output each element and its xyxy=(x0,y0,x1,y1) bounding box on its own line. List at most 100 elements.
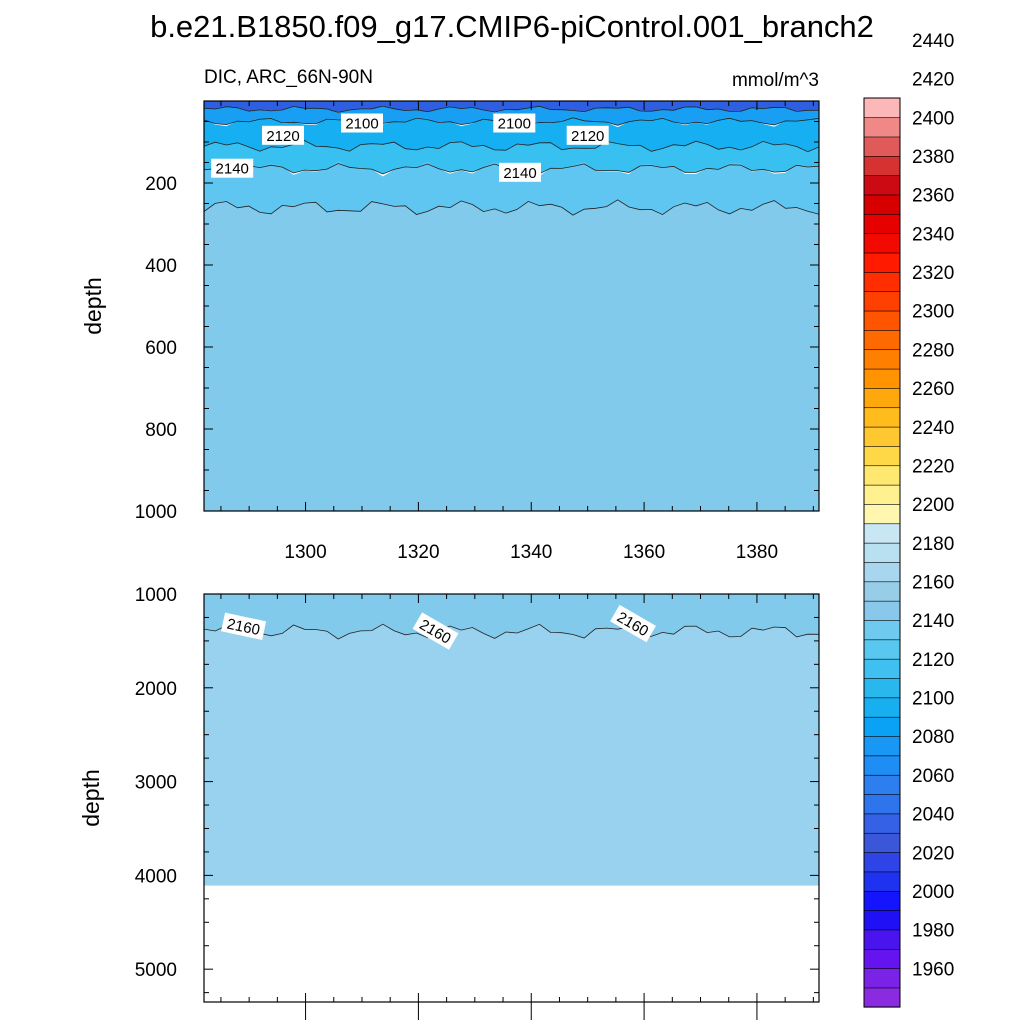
top-y-tick-label: 400 xyxy=(145,256,177,277)
contour-label-text: 2140 xyxy=(216,161,249,178)
bottom-contour-line xyxy=(203,623,820,640)
contour-label-box xyxy=(221,612,267,640)
top-right-string: mmol/m^3 xyxy=(732,70,819,91)
top-fill-region xyxy=(204,199,819,511)
colorbar-swatch xyxy=(863,755,901,776)
colorbar-label: 1960 xyxy=(912,959,954,980)
top-y-tick-label: 1000 xyxy=(135,502,177,523)
contour-label-box xyxy=(211,158,254,178)
bottom-axes: 1000 2000 3000 4000 5000 xyxy=(135,585,819,1020)
colorbar-swatch xyxy=(863,155,901,176)
top-axes: 200 400 600 800 1000 1300 1320 1340 1360 1380 xyxy=(135,100,819,563)
bottom-y-tick-label: 2000 xyxy=(135,679,177,700)
colorbar-label: 2160 xyxy=(912,573,954,594)
colorbar-swatch xyxy=(863,987,901,1008)
contour-label-box xyxy=(610,604,656,643)
colorbar-swatch xyxy=(863,677,901,699)
colorbar-swatch xyxy=(863,465,901,486)
figure-title: b.e21.B1850.f09_g17.CMIP6-piControl.001_… xyxy=(150,9,874,44)
top-y-tick-label: 800 xyxy=(145,420,177,441)
colorbar-swatch xyxy=(863,581,901,602)
contour-label-text: 2100 xyxy=(498,116,531,133)
colorbar-swatch xyxy=(863,407,901,428)
colorbar-swatch xyxy=(863,890,901,911)
colorbar-swatch xyxy=(863,426,901,447)
top-contour-label: 2140 xyxy=(499,162,541,182)
colorbar-label: 2340 xyxy=(912,224,954,245)
colorbar-swatch xyxy=(863,561,901,583)
bottom-y-tick-label: 1000 xyxy=(135,585,177,606)
colorbar-swatch xyxy=(863,813,901,834)
contour-label-box xyxy=(262,125,304,145)
bottom-panel: 2160 2160 2160 1000 2000 3000 4000 5000 depth xyxy=(78,585,820,1020)
colorbar-swatch xyxy=(863,349,901,370)
colorbar-swatch xyxy=(863,735,901,757)
colorbar-swatch xyxy=(863,871,901,892)
bottom-plot-frame xyxy=(203,593,820,1003)
colorbar-swatch xyxy=(863,832,901,853)
top-contour-label: 2100 xyxy=(341,113,383,133)
top-fill-region xyxy=(204,161,819,216)
contour-label-box xyxy=(412,612,459,650)
colorbar-label: 2420 xyxy=(912,70,954,91)
bottom-y-tick-label: 5000 xyxy=(135,960,177,981)
colorbar-label: 2240 xyxy=(912,418,954,439)
top-contour-line xyxy=(203,105,820,113)
colorbar-label: 2060 xyxy=(912,766,954,787)
colorbar-label: 2180 xyxy=(912,534,954,555)
colorbar-swatch xyxy=(863,774,901,795)
colorbar-label: 2120 xyxy=(912,650,954,671)
colorbar-swatch xyxy=(863,387,901,409)
colorbar-swatch xyxy=(863,310,901,331)
colorbar-label: 2440 xyxy=(912,31,954,52)
colorbar-swatch xyxy=(863,329,901,351)
colorbar-swatch xyxy=(863,503,901,525)
colorbar-swatch xyxy=(863,793,901,815)
bottom-fill-layer xyxy=(204,594,819,1002)
colorbar-label: 2000 xyxy=(912,882,954,903)
top-x-tick-label: 1320 xyxy=(397,542,439,563)
colorbar-label: 2040 xyxy=(912,805,954,826)
contour-label-text: 2120 xyxy=(266,128,299,145)
contour-label-box xyxy=(341,113,383,133)
colorbar-label: 2300 xyxy=(912,302,954,323)
contour-label-box xyxy=(493,113,536,133)
colorbar: 1960 1980 2000 2020 2040 2060 2080 2100 2120 2140… xyxy=(863,31,954,1008)
colorbar-swatch xyxy=(863,484,901,505)
top-y-axis-label: depth xyxy=(80,277,106,335)
bottom-fill-region xyxy=(204,594,819,639)
top-y-tick-label: 200 xyxy=(145,174,177,195)
colorbar-swatch xyxy=(863,658,901,679)
bottom-fill-region xyxy=(204,623,819,886)
bottom-y-tick-label: 4000 xyxy=(135,866,177,887)
colorbar-swatch xyxy=(863,523,901,544)
colorbar-swatch xyxy=(863,639,901,660)
top-contour-label: 2100 xyxy=(493,113,536,133)
colorbar-swatch xyxy=(863,697,901,718)
contour-label-text: 2120 xyxy=(571,128,604,145)
colorbar-label: 2280 xyxy=(912,340,954,361)
colorbar-swatch xyxy=(863,909,901,931)
top-x-tick-label: 1380 xyxy=(736,542,778,563)
colorbar-swatch xyxy=(863,445,901,467)
colorbar-label: 2200 xyxy=(912,495,954,516)
bottom-contour-lines xyxy=(203,623,820,640)
bottom-contour-label: 2160 xyxy=(221,612,267,640)
bottom-y-axis-label: depth xyxy=(78,769,104,827)
top-y-tick-label: 600 xyxy=(145,338,177,359)
top-left-string: DIC, ARC_66N-90N xyxy=(204,67,373,88)
colorbar-swatch xyxy=(863,233,901,254)
contour-label-text: 2100 xyxy=(345,116,378,133)
top-x-tick-label: 1300 xyxy=(284,542,326,563)
colorbar-swatch xyxy=(863,542,901,563)
colorbar-swatch xyxy=(863,136,901,157)
colorbar-swatch xyxy=(863,97,901,118)
colorbar-swatch xyxy=(863,929,901,950)
colorbar-label: 2020 xyxy=(912,843,954,864)
colorbar-swatch xyxy=(863,252,901,273)
colorbar-label: 2400 xyxy=(912,108,954,129)
colorbar-label: 2380 xyxy=(912,147,954,168)
colorbar-swatch xyxy=(863,600,901,621)
colorbar-label: 2220 xyxy=(912,457,954,478)
colorbar-label: 2080 xyxy=(912,727,954,748)
